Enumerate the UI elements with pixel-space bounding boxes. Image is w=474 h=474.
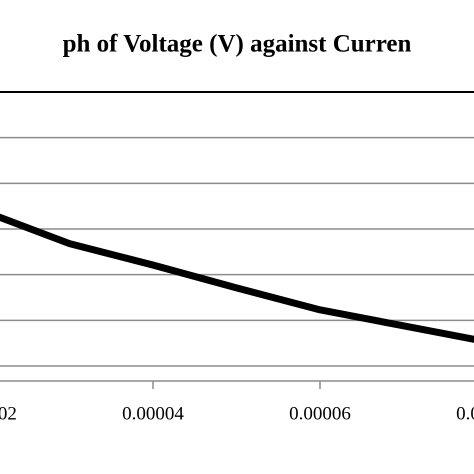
x-tick-label: 0.00004 (122, 403, 184, 424)
line-series (0, 213, 474, 343)
x-tick-label: 0.00002 (0, 403, 17, 424)
chart-title: ph of Voltage (V) against Curren (63, 31, 412, 58)
x-tick-label: 0.00006 (289, 403, 351, 424)
x-tick-label: 0.00008 (456, 403, 474, 424)
